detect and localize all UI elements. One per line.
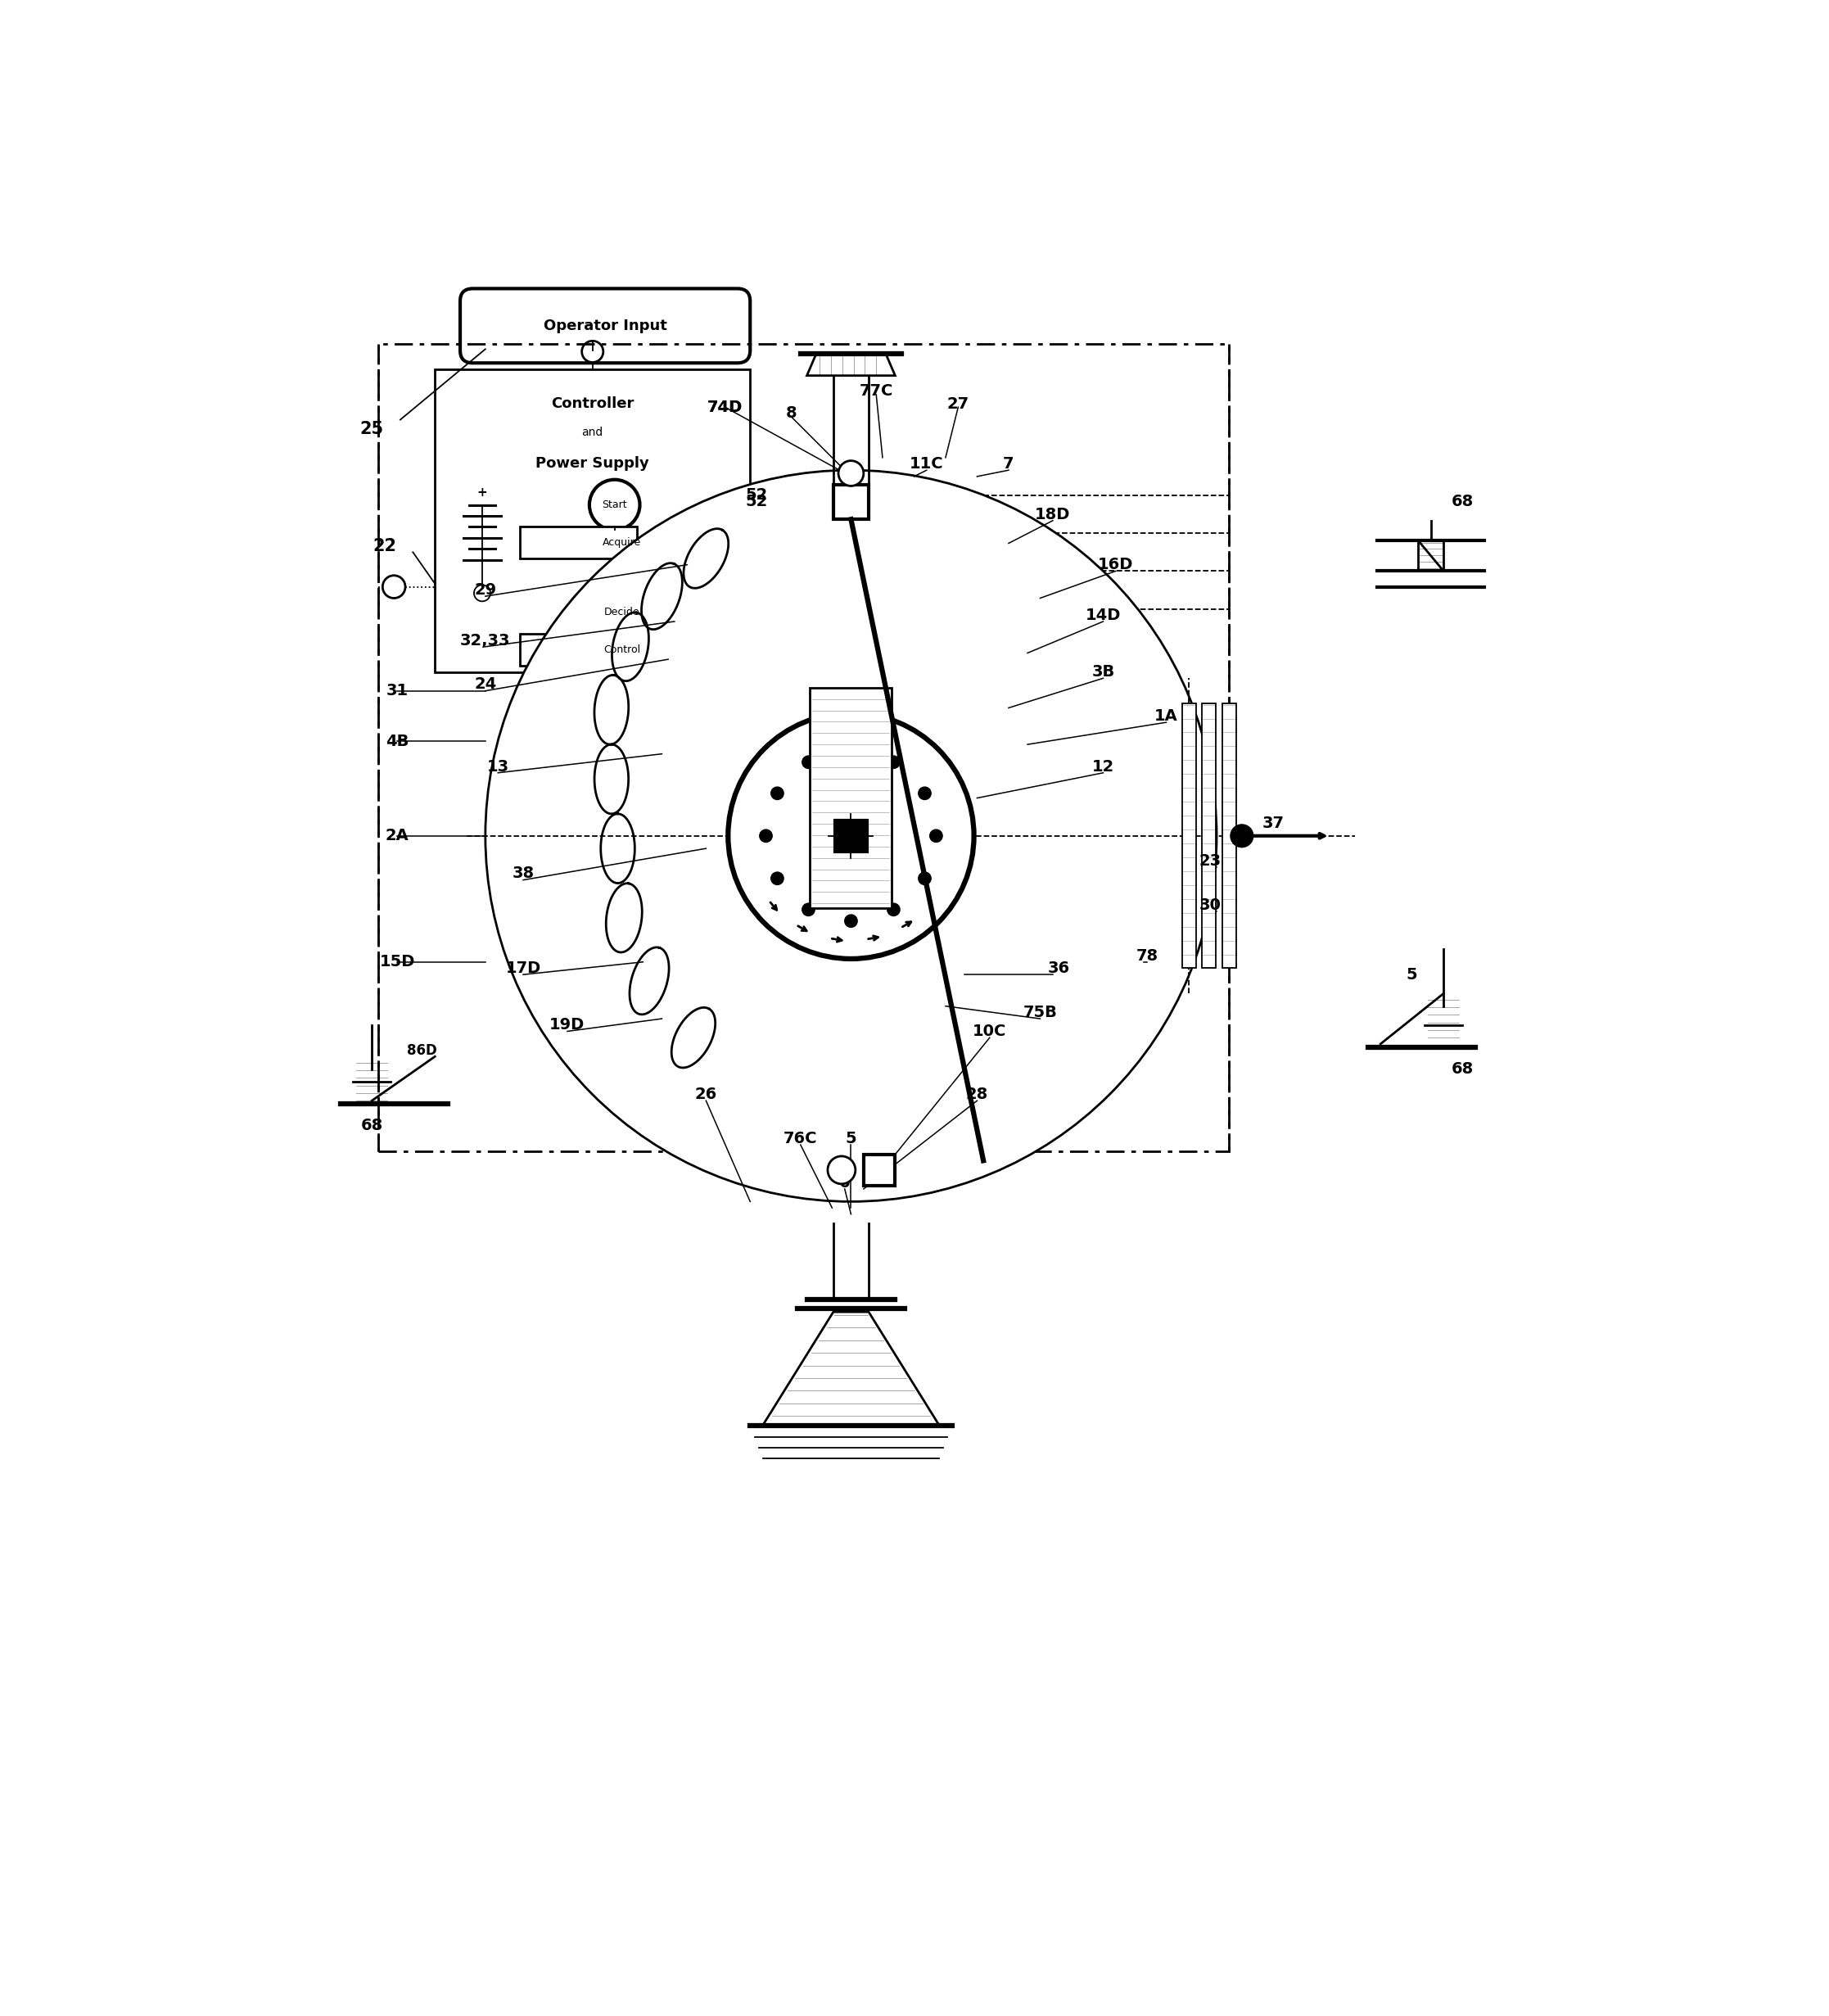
Text: 27: 27: [947, 397, 969, 411]
Text: 68: 68: [360, 1119, 382, 1133]
Text: 7: 7: [1002, 456, 1013, 472]
Text: Power Supply: Power Supply: [536, 456, 649, 472]
Circle shape: [838, 462, 863, 486]
Text: 8: 8: [785, 405, 797, 421]
Circle shape: [750, 484, 772, 506]
Text: 74D: 74D: [708, 399, 743, 415]
Circle shape: [845, 744, 858, 758]
Text: 75B: 75B: [1022, 1004, 1057, 1020]
FancyBboxPatch shape: [519, 635, 636, 665]
FancyBboxPatch shape: [834, 484, 869, 520]
Text: 78: 78: [1136, 948, 1158, 964]
Text: 23: 23: [1200, 853, 1222, 869]
FancyBboxPatch shape: [519, 526, 636, 558]
Circle shape: [485, 470, 1216, 1202]
Text: 37: 37: [1262, 816, 1284, 831]
Text: 76C: 76C: [783, 1131, 818, 1147]
Text: 10C: 10C: [973, 1024, 1006, 1038]
Text: 68: 68: [1452, 1060, 1474, 1077]
Text: 74D: 74D: [708, 399, 743, 415]
Text: Control: Control: [604, 645, 640, 655]
Text: 1A: 1A: [1154, 708, 1178, 724]
Text: 13: 13: [487, 758, 508, 774]
Text: 3B: 3B: [1092, 663, 1114, 679]
Circle shape: [750, 560, 772, 583]
Text: 17D: 17D: [505, 960, 541, 976]
Text: 5: 5: [1407, 968, 1417, 982]
Text: 15D: 15D: [379, 954, 415, 970]
Text: 11C: 11C: [909, 456, 944, 472]
Circle shape: [750, 599, 772, 619]
Circle shape: [474, 585, 490, 601]
Circle shape: [918, 873, 931, 885]
Circle shape: [887, 903, 900, 915]
FancyBboxPatch shape: [435, 369, 750, 671]
Text: 24: 24: [474, 677, 496, 691]
Text: 16D: 16D: [1097, 556, 1134, 573]
Circle shape: [845, 915, 858, 927]
Text: 30: 30: [1200, 897, 1222, 913]
FancyBboxPatch shape: [810, 687, 893, 909]
Text: 86D: 86D: [408, 1042, 437, 1058]
Text: 5: 5: [845, 1131, 856, 1147]
Text: 22: 22: [373, 538, 397, 554]
Circle shape: [772, 873, 783, 885]
FancyBboxPatch shape: [1182, 704, 1196, 968]
Circle shape: [840, 825, 861, 847]
Text: Acquire: Acquire: [604, 538, 642, 548]
Polygon shape: [807, 353, 894, 375]
FancyBboxPatch shape: [1222, 704, 1236, 968]
Text: and: and: [582, 427, 604, 437]
FancyBboxPatch shape: [461, 288, 750, 363]
Circle shape: [582, 341, 604, 363]
Text: 29: 29: [474, 583, 496, 597]
Circle shape: [887, 756, 900, 768]
Text: 26: 26: [695, 1087, 717, 1103]
Circle shape: [803, 756, 814, 768]
Text: 38: 38: [512, 867, 534, 881]
Circle shape: [728, 714, 973, 960]
Text: 31: 31: [386, 683, 408, 700]
Text: Operator Input: Operator Input: [543, 319, 668, 333]
Text: 36: 36: [1048, 960, 1070, 976]
Text: 52: 52: [744, 488, 768, 504]
Circle shape: [1231, 825, 1253, 847]
Text: +: +: [477, 486, 487, 498]
Text: 19D: 19D: [549, 1018, 585, 1032]
Text: 4B: 4B: [386, 734, 408, 750]
Circle shape: [810, 1139, 836, 1163]
Text: Start: Start: [602, 500, 627, 510]
Text: 6: 6: [840, 1175, 850, 1189]
Text: 77C: 77C: [860, 383, 893, 399]
Text: 14D: 14D: [1085, 607, 1121, 623]
Polygon shape: [576, 583, 668, 643]
Circle shape: [382, 575, 406, 599]
Circle shape: [803, 903, 814, 915]
Polygon shape: [763, 1312, 940, 1425]
Text: 25: 25: [360, 421, 384, 437]
Circle shape: [759, 829, 772, 843]
Text: 2A: 2A: [386, 829, 410, 843]
Text: 28: 28: [966, 1087, 988, 1103]
Circle shape: [918, 786, 931, 800]
Text: 18D: 18D: [1035, 506, 1070, 522]
Text: 12: 12: [1092, 758, 1114, 774]
FancyBboxPatch shape: [836, 821, 867, 851]
Circle shape: [854, 1139, 880, 1163]
Text: 68: 68: [1452, 494, 1474, 510]
Text: 52: 52: [744, 494, 768, 510]
Circle shape: [589, 480, 640, 530]
Circle shape: [772, 786, 783, 800]
Circle shape: [929, 829, 942, 843]
FancyBboxPatch shape: [1202, 704, 1216, 968]
Circle shape: [750, 522, 772, 544]
Text: Controller: Controller: [551, 397, 635, 411]
Text: 32,33: 32,33: [461, 633, 510, 649]
Circle shape: [829, 1155, 856, 1183]
FancyBboxPatch shape: [863, 1155, 894, 1185]
Text: Decide: Decide: [604, 607, 640, 617]
